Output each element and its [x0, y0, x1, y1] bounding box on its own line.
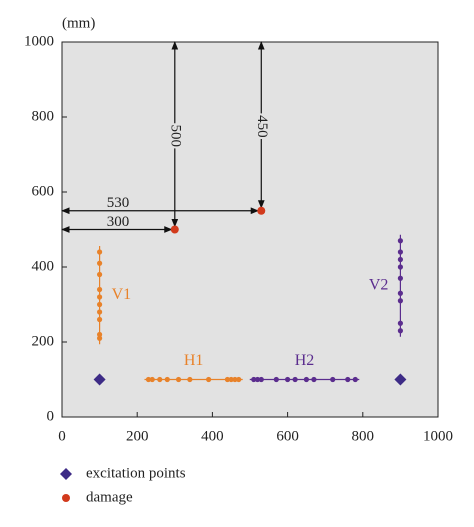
sensor-point	[397, 320, 403, 326]
sensor-point	[311, 376, 317, 383]
sensor-point	[97, 294, 103, 300]
marker-circle	[62, 494, 70, 502]
sensor-point	[352, 376, 358, 383]
sensor-point	[397, 264, 403, 270]
sensor-point	[97, 249, 103, 255]
y-tick-label: 400	[32, 258, 55, 274]
dimension-label: 500	[167, 125, 183, 148]
dimension-label: 300	[107, 214, 130, 230]
sensor-point	[187, 376, 193, 383]
sensor-point	[228, 376, 234, 383]
sensor-point	[285, 376, 291, 383]
sensor-label: H1	[184, 352, 204, 369]
legend-label: damage	[86, 489, 133, 505]
sensor-point	[345, 376, 351, 383]
dimension-label: 530	[107, 195, 130, 211]
sensor-point	[232, 376, 238, 383]
sensor-point	[397, 328, 403, 334]
sensor-point	[97, 301, 103, 308]
sensor-point	[206, 376, 212, 383]
sensor-point	[224, 376, 231, 383]
y-tick-label: 600	[32, 183, 55, 199]
sensor-label: H2	[295, 352, 315, 369]
sensor-point	[397, 275, 403, 281]
dimension-label: 450	[254, 115, 270, 138]
sensor-point	[292, 376, 298, 383]
sensor-point	[330, 376, 336, 383]
sensor-point	[397, 238, 403, 244]
x-tick-label: 1000	[423, 428, 453, 444]
sensor-point	[251, 376, 257, 383]
y-tick-label: 1000	[24, 33, 54, 49]
sensor-point	[236, 376, 242, 383]
sensor-label: V1	[112, 286, 132, 303]
sensor-point	[97, 335, 103, 341]
sensor-point	[397, 298, 403, 304]
sensor-label: V2	[369, 276, 389, 293]
sensor-point	[97, 331, 103, 338]
sensor-point	[397, 290, 403, 296]
marker-circle	[257, 206, 266, 215]
sensor-point	[97, 271, 103, 278]
sensor-point	[254, 376, 261, 383]
y-tick-label: 0	[47, 408, 55, 424]
marker-circle	[170, 225, 179, 234]
sensor-point	[175, 376, 182, 383]
sensor-point	[149, 376, 155, 383]
sensor-point	[258, 376, 264, 383]
y-tick-label: 200	[32, 333, 55, 349]
marker-diamond	[60, 468, 72, 480]
sensor-point	[303, 376, 309, 383]
x-tick-label: 800	[352, 428, 375, 444]
sensor-point	[97, 260, 103, 266]
sensor-point	[145, 376, 152, 383]
unit-label: (mm)	[62, 15, 95, 31]
x-tick-label: 400	[201, 428, 224, 444]
legend-label: excitation points	[86, 465, 186, 481]
sensor-point	[97, 316, 103, 323]
x-tick-label: 200	[126, 428, 149, 444]
sensor-point	[97, 286, 103, 293]
marker-diamond	[394, 373, 407, 386]
x-tick-label: 600	[276, 428, 299, 444]
sensor-point	[273, 376, 279, 383]
sensor-point	[397, 256, 403, 263]
sensor-point	[397, 249, 403, 255]
marker-diamond	[93, 373, 106, 386]
x-tick-label: 0	[58, 428, 66, 444]
y-tick-label: 800	[32, 108, 55, 124]
sensor-point	[157, 376, 163, 383]
sensor-point	[97, 309, 103, 315]
sensor-point	[164, 376, 170, 383]
